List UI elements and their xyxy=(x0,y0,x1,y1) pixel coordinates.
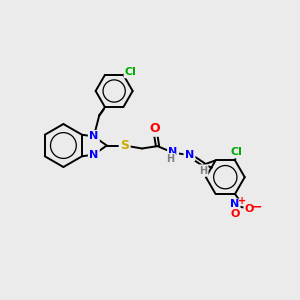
Text: N: N xyxy=(230,200,240,209)
Text: O: O xyxy=(150,122,160,135)
Text: O: O xyxy=(230,209,240,219)
Text: H: H xyxy=(167,154,175,164)
Text: N: N xyxy=(185,150,194,160)
Text: Cl: Cl xyxy=(125,67,137,77)
Text: −: − xyxy=(251,201,262,214)
Text: Cl: Cl xyxy=(231,147,242,157)
Text: +: + xyxy=(238,196,246,206)
Text: O: O xyxy=(244,204,254,214)
Text: S: S xyxy=(120,139,129,152)
Text: N: N xyxy=(89,131,98,141)
Text: N: N xyxy=(168,147,178,157)
Text: N: N xyxy=(89,150,98,160)
Text: H: H xyxy=(199,166,207,176)
